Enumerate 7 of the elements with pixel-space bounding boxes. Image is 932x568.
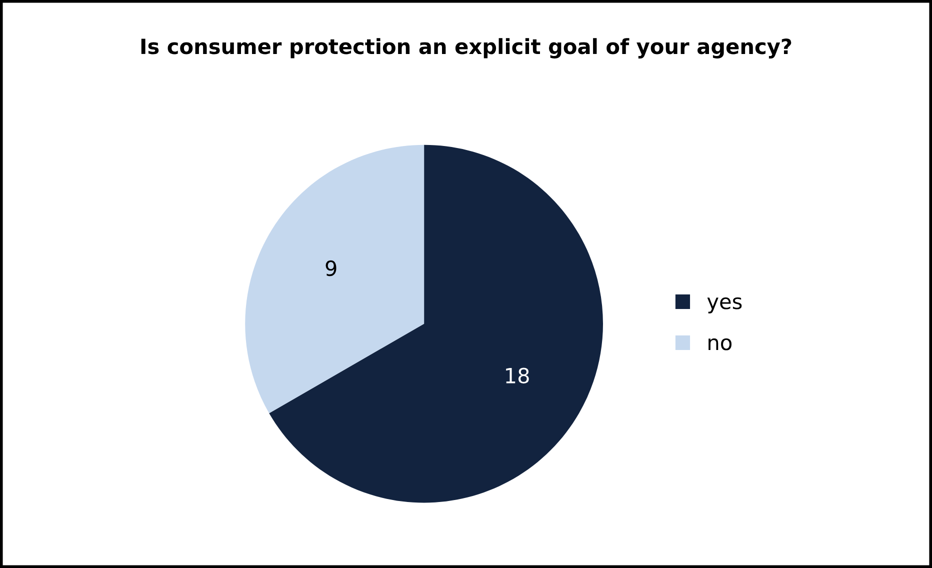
pie-slice <box>269 144 604 503</box>
chart-title: Is consumer protection an explicit goal of your agency? <box>141 38 792 58</box>
legend-label: yes <box>707 297 742 314</box>
data-label: 18 <box>506 368 529 384</box>
pie-slice <box>245 144 424 414</box>
legend-label: no <box>708 338 732 350</box>
data-label: 9 <box>326 260 336 276</box>
